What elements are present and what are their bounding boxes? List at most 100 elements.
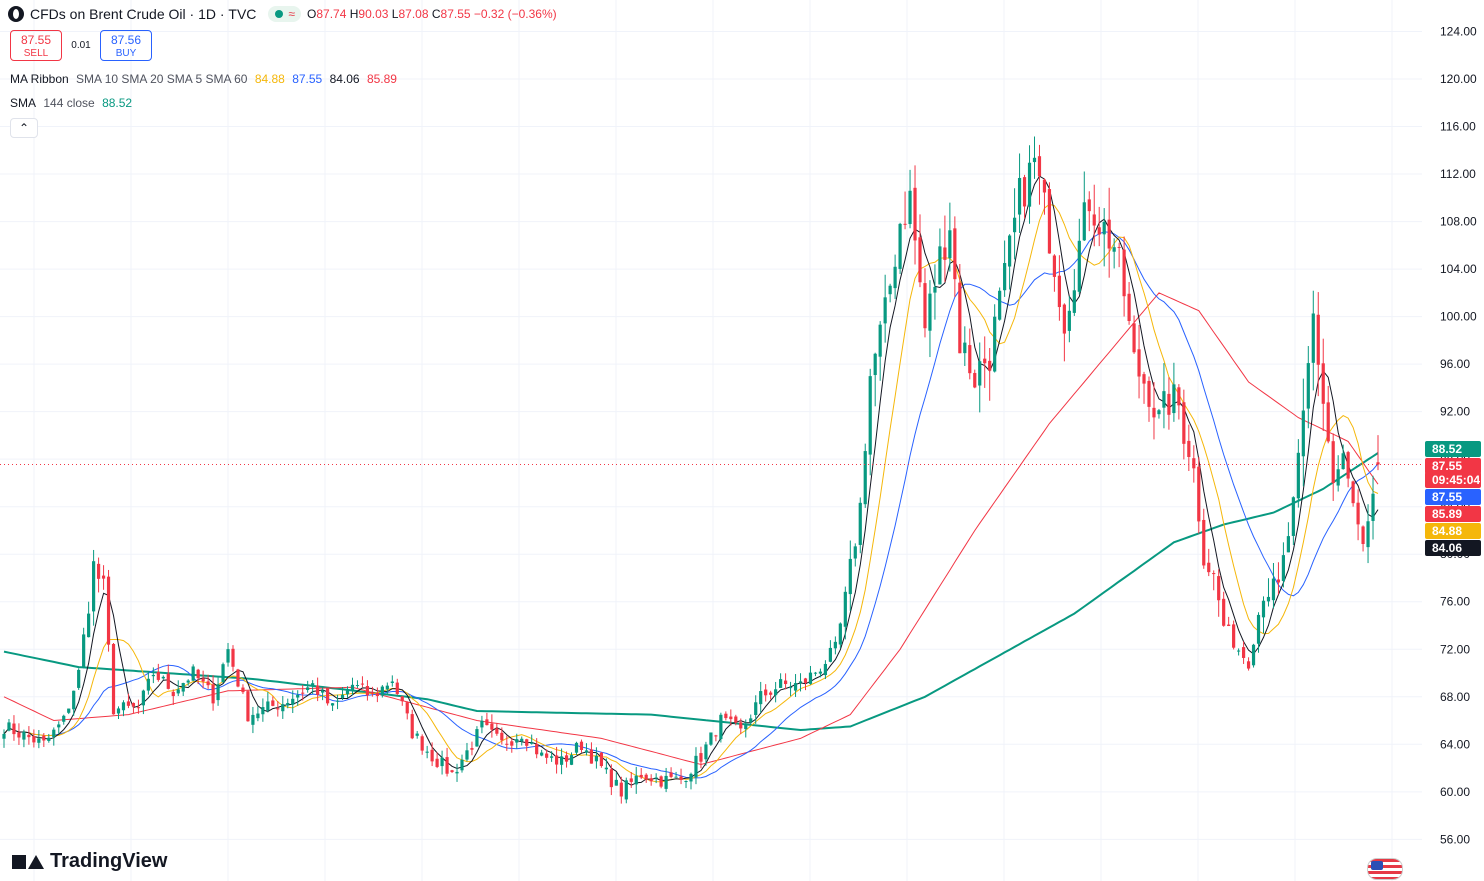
candle-body[interactable]	[550, 756, 554, 758]
candle-body[interactable]	[754, 702, 758, 715]
candle-body[interactable]	[241, 687, 245, 693]
candle-body[interactable]	[1062, 304, 1066, 334]
candle-body[interactable]	[1251, 644, 1256, 666]
candle-body[interactable]	[1266, 596, 1271, 602]
candle-body[interactable]	[963, 342, 967, 354]
candle-body[interactable]	[863, 451, 867, 505]
candle-body[interactable]	[883, 297, 887, 324]
candle-body[interactable]	[659, 776, 663, 787]
candle-body[interactable]	[7, 722, 11, 731]
candle-body[interactable]	[1127, 293, 1131, 321]
candle-body[interactable]	[72, 690, 76, 710]
candle-body[interactable]	[654, 777, 658, 779]
candle-body[interactable]	[833, 641, 837, 649]
candle-body[interactable]	[908, 190, 912, 225]
candle-body[interactable]	[1092, 214, 1096, 226]
candle-body[interactable]	[400, 696, 404, 702]
candle-body[interactable]	[893, 266, 897, 289]
candle-body[interactable]	[923, 283, 927, 329]
candle-body[interactable]	[520, 738, 524, 742]
candle-body[interactable]	[216, 684, 220, 701]
candle-body[interactable]	[1237, 650, 1241, 652]
candle-body[interactable]	[490, 723, 494, 730]
candle-body[interactable]	[445, 757, 449, 774]
candle-body[interactable]	[306, 687, 310, 690]
candle-body[interactable]	[709, 732, 713, 745]
candle-body[interactable]	[813, 672, 818, 674]
symbol-name[interactable]: CFDs on Brent Crude Oil	[30, 6, 186, 22]
candle-body[interactable]	[943, 247, 947, 260]
candle-body[interactable]	[1182, 402, 1186, 444]
candle-body[interactable]	[888, 285, 892, 295]
candle-body[interactable]	[166, 673, 170, 689]
candle-body[interactable]	[525, 739, 529, 746]
candle-body[interactable]	[559, 756, 564, 765]
candle-body[interactable]	[1177, 387, 1181, 406]
candle-body[interactable]	[803, 678, 808, 683]
candle-body[interactable]	[430, 749, 434, 762]
candle-body[interactable]	[1152, 407, 1156, 418]
candle-body[interactable]	[405, 702, 409, 714]
candle-body[interactable]	[868, 376, 872, 455]
candle-body[interactable]	[1326, 402, 1330, 442]
candle-body[interactable]	[261, 707, 265, 715]
candle-body[interactable]	[62, 715, 66, 722]
candle-body[interactable]	[350, 684, 355, 691]
candle-body[interactable]	[1291, 497, 1295, 536]
candle-body[interactable]	[674, 776, 678, 778]
candle-body[interactable]	[1122, 249, 1126, 297]
candle-body[interactable]	[385, 685, 389, 690]
us-flag-icon[interactable]	[1367, 858, 1403, 880]
candle-body[interactable]	[1052, 255, 1057, 277]
candle-body[interactable]	[724, 713, 728, 719]
candle-body[interactable]	[1022, 177, 1027, 207]
candle-body[interactable]	[938, 246, 942, 285]
candle-body[interactable]	[301, 692, 305, 694]
candle-body[interactable]	[236, 669, 240, 687]
price-axis[interactable]	[1422, 0, 1484, 881]
candle-body[interactable]	[629, 778, 633, 782]
candle-body[interactable]	[1311, 313, 1315, 363]
market-status-badge[interactable]: ≈	[268, 6, 302, 22]
candle-body[interactable]	[87, 613, 91, 638]
candle-body[interactable]	[1042, 179, 1047, 193]
candle-body[interactable]	[744, 724, 748, 730]
chevron-up-icon[interactable]: ⌃	[10, 118, 38, 138]
candle-body[interactable]	[141, 690, 145, 706]
candle-body[interactable]	[729, 716, 733, 720]
candle-body[interactable]	[111, 643, 116, 715]
candle-body[interactable]	[599, 752, 603, 767]
candle-body[interactable]	[186, 680, 190, 683]
candle-body[interactable]	[460, 759, 464, 771]
candle-body[interactable]	[1087, 199, 1091, 212]
candle-body[interactable]	[330, 703, 335, 706]
candle-body[interactable]	[1057, 275, 1061, 308]
candle-body[interactable]	[485, 719, 489, 726]
candle-body[interactable]	[1276, 579, 1281, 583]
candle-body[interactable]	[67, 708, 71, 713]
candle-body[interactable]	[515, 739, 519, 743]
candle-body[interactable]	[32, 736, 36, 743]
candle-body[interactable]	[828, 647, 832, 662]
candle-body[interactable]	[983, 358, 987, 364]
candle-body[interactable]	[27, 734, 31, 738]
candle-body[interactable]	[121, 702, 126, 711]
candle-body[interactable]	[913, 187, 917, 241]
candle-body[interactable]	[1296, 452, 1300, 499]
candle-body[interactable]	[664, 775, 668, 789]
candle-body[interactable]	[156, 672, 160, 680]
candle-body[interactable]	[609, 769, 613, 788]
candle-body[interactable]	[57, 724, 61, 728]
candle-body[interactable]	[1017, 177, 1022, 215]
candle-body[interactable]	[42, 735, 46, 741]
candle-body[interactable]	[231, 648, 235, 667]
candle-body[interactable]	[545, 753, 549, 758]
candle-body[interactable]	[649, 778, 653, 782]
candle-body[interactable]	[1341, 453, 1345, 470]
candle-body[interactable]	[734, 716, 738, 723]
candle-body[interactable]	[1202, 519, 1206, 566]
candle-body[interactable]	[1212, 573, 1216, 575]
candle-body[interactable]	[281, 704, 285, 712]
candle-body[interactable]	[1097, 227, 1101, 235]
candle-body[interactable]	[838, 623, 842, 645]
